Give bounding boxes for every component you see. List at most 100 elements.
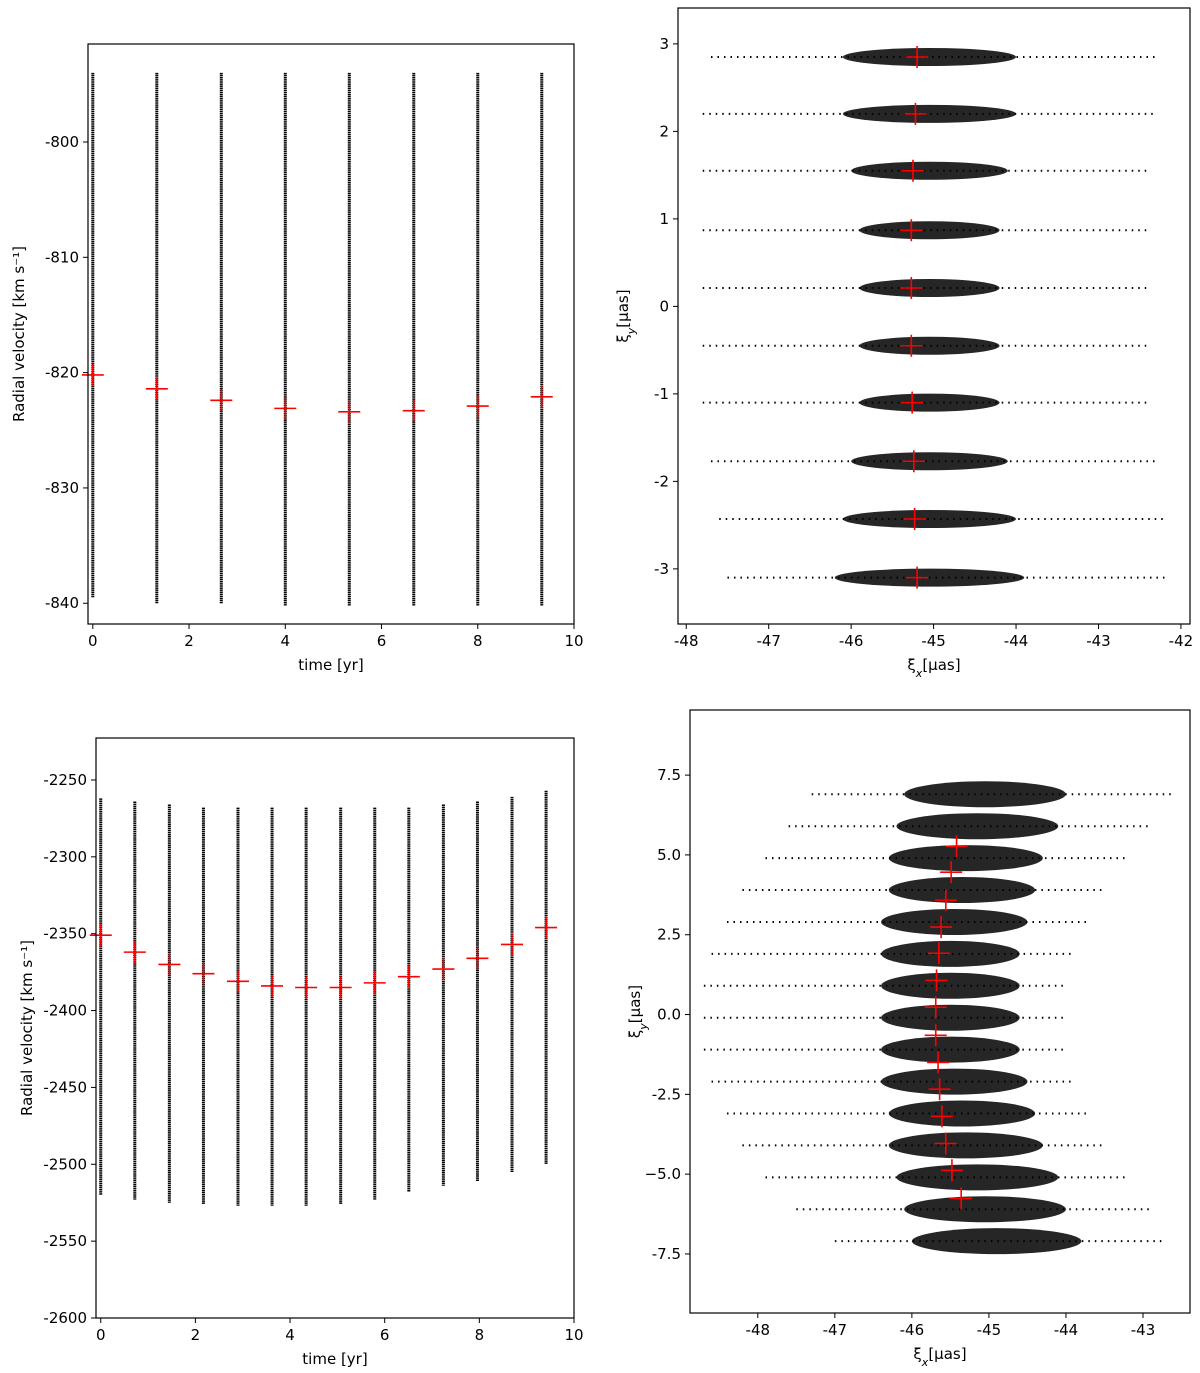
band-core	[842, 104, 1017, 123]
x-tick-label: -47	[823, 1321, 848, 1339]
y-tick-label: -1	[654, 385, 669, 403]
x-tick-label: -47	[756, 632, 781, 650]
y-axis-label: ξy[μas]	[626, 985, 650, 1038]
y-tick-label: -2600	[43, 1309, 87, 1327]
mean-marker	[906, 566, 929, 589]
mean-marker	[927, 1051, 950, 1074]
band-core	[842, 48, 1017, 66]
y-tick-label: -2450	[43, 1078, 87, 1096]
x-tick-label: -48	[746, 1321, 771, 1339]
mean-marker	[904, 102, 927, 125]
plot-area	[703, 781, 1174, 1255]
band-core	[881, 1068, 1028, 1095]
band-core	[888, 845, 1043, 872]
mean-marker	[158, 953, 181, 976]
mean-marker	[900, 334, 923, 357]
mean-marker	[940, 861, 963, 884]
mean-marker	[900, 277, 923, 299]
band-core	[881, 972, 1020, 999]
band-core	[888, 1100, 1036, 1127]
band-core	[888, 1132, 1043, 1159]
mean-marker	[363, 971, 386, 994]
mean-marker	[210, 389, 233, 412]
mean-marker	[402, 399, 425, 422]
x-tick-label: -43	[1086, 632, 1111, 650]
x-tick-label: -42	[1169, 632, 1194, 650]
y-tick-label: 5.0	[657, 846, 681, 864]
band-core	[842, 510, 1017, 528]
y-tick-label: 2.5	[657, 926, 681, 944]
y-tick-label: -2350	[43, 925, 87, 943]
y-tick-label: −5.0	[645, 1165, 681, 1183]
mean-marker	[901, 391, 924, 414]
mean-marker	[466, 395, 489, 418]
mean-marker	[902, 450, 925, 473]
y-tick-label: -2300	[43, 848, 87, 866]
y-tick-label: -810	[45, 248, 79, 266]
band-core	[859, 393, 1000, 412]
x-tick-label: 4	[281, 632, 291, 650]
mean-marker	[397, 965, 420, 988]
mean-marker	[927, 942, 950, 965]
mean-marker	[530, 385, 553, 408]
y-tick-label: -2500	[43, 1155, 87, 1173]
band-core	[904, 1196, 1066, 1223]
mean-marker	[535, 916, 558, 939]
mean-marker	[123, 941, 146, 964]
mean-marker	[945, 835, 968, 858]
mean-marker	[329, 976, 352, 999]
mean-marker	[924, 996, 947, 1019]
y-tick-label: -2550	[43, 1232, 87, 1250]
x-tick-label: 10	[564, 1326, 583, 1344]
y-tick-label: 0	[659, 297, 669, 315]
band-core	[881, 908, 1028, 935]
mean-marker	[906, 46, 929, 68]
mean-marker	[192, 962, 215, 985]
plot-area	[702, 46, 1165, 589]
band-core	[859, 279, 1000, 297]
mean-marker	[930, 1105, 953, 1128]
y-tick-label: -830	[45, 479, 79, 497]
mean-marker	[950, 1187, 973, 1210]
y-tick-label: 1	[659, 210, 669, 228]
x-tick-label: -44	[1004, 632, 1029, 650]
x-tick-label: 8	[475, 1326, 485, 1344]
band-core	[859, 221, 1000, 240]
axes-frame	[677, 7, 1191, 625]
y-axis-label: Radial velocity [km s⁻¹]	[10, 246, 28, 422]
mean-marker	[432, 958, 455, 981]
y-axis-label: ξy[μas]	[614, 289, 638, 342]
mean-marker	[81, 363, 104, 386]
x-tick-label: 8	[473, 632, 483, 650]
mean-marker	[501, 933, 524, 956]
x-tick-label: -46	[900, 1321, 925, 1339]
y-tick-label: 0.0	[657, 1006, 681, 1024]
x-tick-label: 2	[191, 1326, 201, 1344]
band-core	[911, 1228, 1082, 1255]
x-axis-label: ξx[μas]	[913, 1345, 966, 1369]
y-tick-label: -840	[45, 594, 79, 612]
mean-marker	[903, 508, 926, 530]
x-axis-label: ξx[μas]	[907, 656, 960, 680]
mean-marker	[940, 1159, 963, 1182]
y-tick-label: 7.5	[657, 766, 681, 784]
x-tick-label: 2	[184, 632, 194, 650]
mean-marker	[274, 397, 297, 420]
x-tick-label: 10	[564, 632, 583, 650]
band-core	[881, 1004, 1020, 1031]
axes-frame	[689, 709, 1191, 1314]
y-tick-label: -2250	[43, 771, 87, 789]
y-axis-label: Radial velocity [km s⁻¹]	[18, 940, 36, 1116]
x-tick-label: 0	[88, 632, 98, 650]
x-tick-label: 6	[377, 632, 387, 650]
axes-frame	[87, 43, 575, 625]
band-core	[851, 161, 1008, 180]
y-tick-label: -3	[654, 560, 669, 578]
x-tick-label: 0	[96, 1326, 106, 1344]
mean-marker	[924, 1024, 947, 1047]
band-core	[904, 781, 1066, 808]
y-tick-label: -2.5	[652, 1085, 681, 1103]
band-core	[834, 568, 1025, 587]
y-tick-label: -2	[654, 472, 669, 490]
